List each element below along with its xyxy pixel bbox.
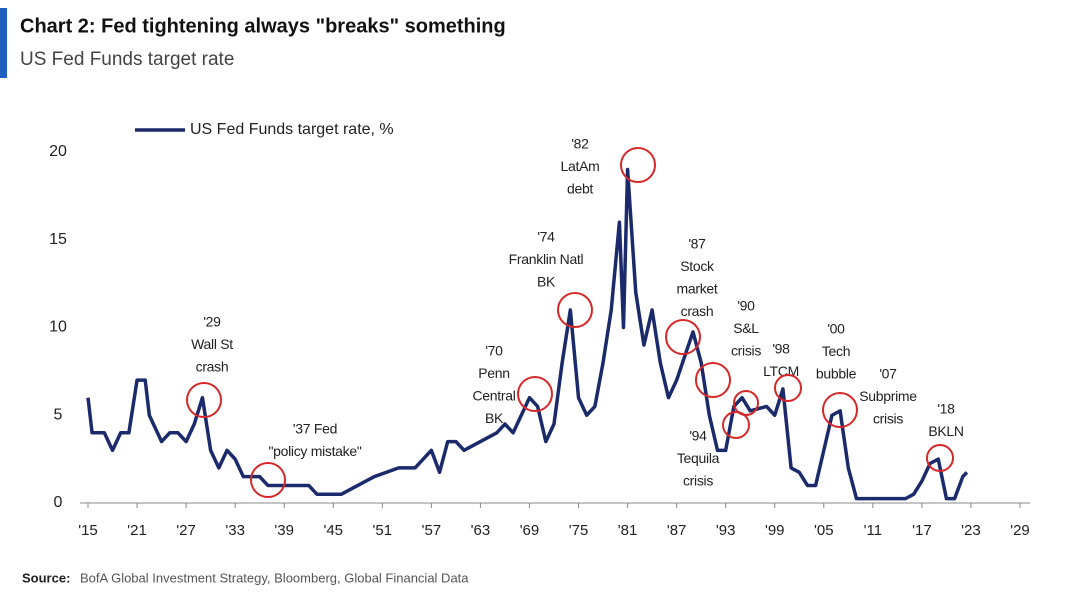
annotation: Stock <box>680 258 715 274</box>
annotation-circle <box>557 292 593 328</box>
annotation: Central <box>472 388 515 404</box>
annotation: crash <box>196 359 229 375</box>
x-tick-label: '17 <box>912 522 932 539</box>
series-line <box>86 167 969 501</box>
annotation: "policy mistake" <box>268 443 361 459</box>
chart-subtitle: US Fed Funds target rate <box>20 49 234 70</box>
annotation-circle <box>774 374 802 402</box>
annotation: LatAm <box>561 158 600 174</box>
annotation: '07 <box>879 366 897 382</box>
annotation: '82 <box>571 136 589 152</box>
y-tick-label: 0 <box>54 494 63 511</box>
annotation-circle <box>517 376 553 412</box>
annotation: '74 <box>537 229 555 245</box>
annotation-circle <box>722 411 750 439</box>
x-tick-label: '15 <box>78 522 98 539</box>
annotation: '18 <box>937 401 955 417</box>
annotation: '00 <box>827 321 845 337</box>
annotation: Franklin Natl <box>509 251 584 267</box>
annotation: BK <box>485 410 504 426</box>
y-tick-label: 20 <box>49 143 67 160</box>
x-tick-label: '23 <box>961 522 981 539</box>
x-tick-label: '05 <box>814 522 834 539</box>
x-tick-label: '45 <box>323 522 343 539</box>
annotation: BK <box>537 274 556 290</box>
x-tick-label: '57 <box>422 522 442 539</box>
annotation-circle <box>926 444 954 472</box>
annotation-circle <box>733 390 759 416</box>
x-tick-label: '29 <box>1010 522 1030 539</box>
annotation: crisis <box>873 411 903 427</box>
y-tick-label: 15 <box>49 231 67 248</box>
annotation: '29 <box>203 314 221 330</box>
annotation: Wall St <box>191 336 233 352</box>
annotation: '94 <box>689 428 707 444</box>
annotation: Penn <box>478 365 510 381</box>
x-tick-label: '63 <box>471 522 491 539</box>
x-tick-label: '75 <box>569 522 589 539</box>
annotation: '87 <box>688 236 706 252</box>
annotation: Tech <box>822 343 850 359</box>
annotation: market <box>677 281 718 297</box>
x-tick-label: '93 <box>716 522 736 539</box>
annotation-circle <box>250 462 286 498</box>
annotation: debt <box>567 181 593 197</box>
annotation: '98 <box>772 341 790 357</box>
x-tick-label: '11 <box>864 522 882 539</box>
annotation: crash <box>681 303 714 319</box>
annotation-circle <box>665 319 701 355</box>
annotation: Subprime <box>859 388 917 404</box>
annotation: '70 <box>485 343 503 359</box>
x-tick-label: '81 <box>618 522 638 539</box>
annotation: BKLN <box>928 423 963 439</box>
source-text: BofA Global Investment Strategy, Bloombe… <box>80 570 469 585</box>
y-tick-label: 5 <box>54 406 63 423</box>
x-tick-label: '99 <box>765 522 785 539</box>
x-tick-label: '51 <box>373 522 393 539</box>
annotation-circle <box>620 147 656 183</box>
x-tick-label: '33 <box>225 522 245 539</box>
annotation: S&L <box>733 320 759 336</box>
x-tick-label: '21 <box>127 522 147 539</box>
x-tick-label: '69 <box>520 522 540 539</box>
annotation: crisis <box>731 343 761 359</box>
title-accent <box>0 8 7 78</box>
annotation: crisis <box>683 473 713 489</box>
annotation: Tequila <box>677 450 720 466</box>
annotation-circle <box>695 362 731 398</box>
annotation: '37 Fed <box>293 421 337 437</box>
annotation-circle <box>822 392 858 428</box>
x-tick-label: '27 <box>176 522 196 539</box>
y-tick-label: 10 <box>49 319 67 336</box>
legend-label: US Fed Funds target rate, % <box>190 121 394 138</box>
x-tick-label: '39 <box>274 522 294 539</box>
x-tick-label: '87 <box>667 522 687 539</box>
annotation: '90 <box>737 298 755 314</box>
annotation: bubble <box>816 366 857 382</box>
annotation-circle <box>186 382 222 418</box>
source-label: Source: <box>22 570 70 585</box>
chart-title: Chart 2: Fed tightening always "breaks" … <box>20 15 506 37</box>
